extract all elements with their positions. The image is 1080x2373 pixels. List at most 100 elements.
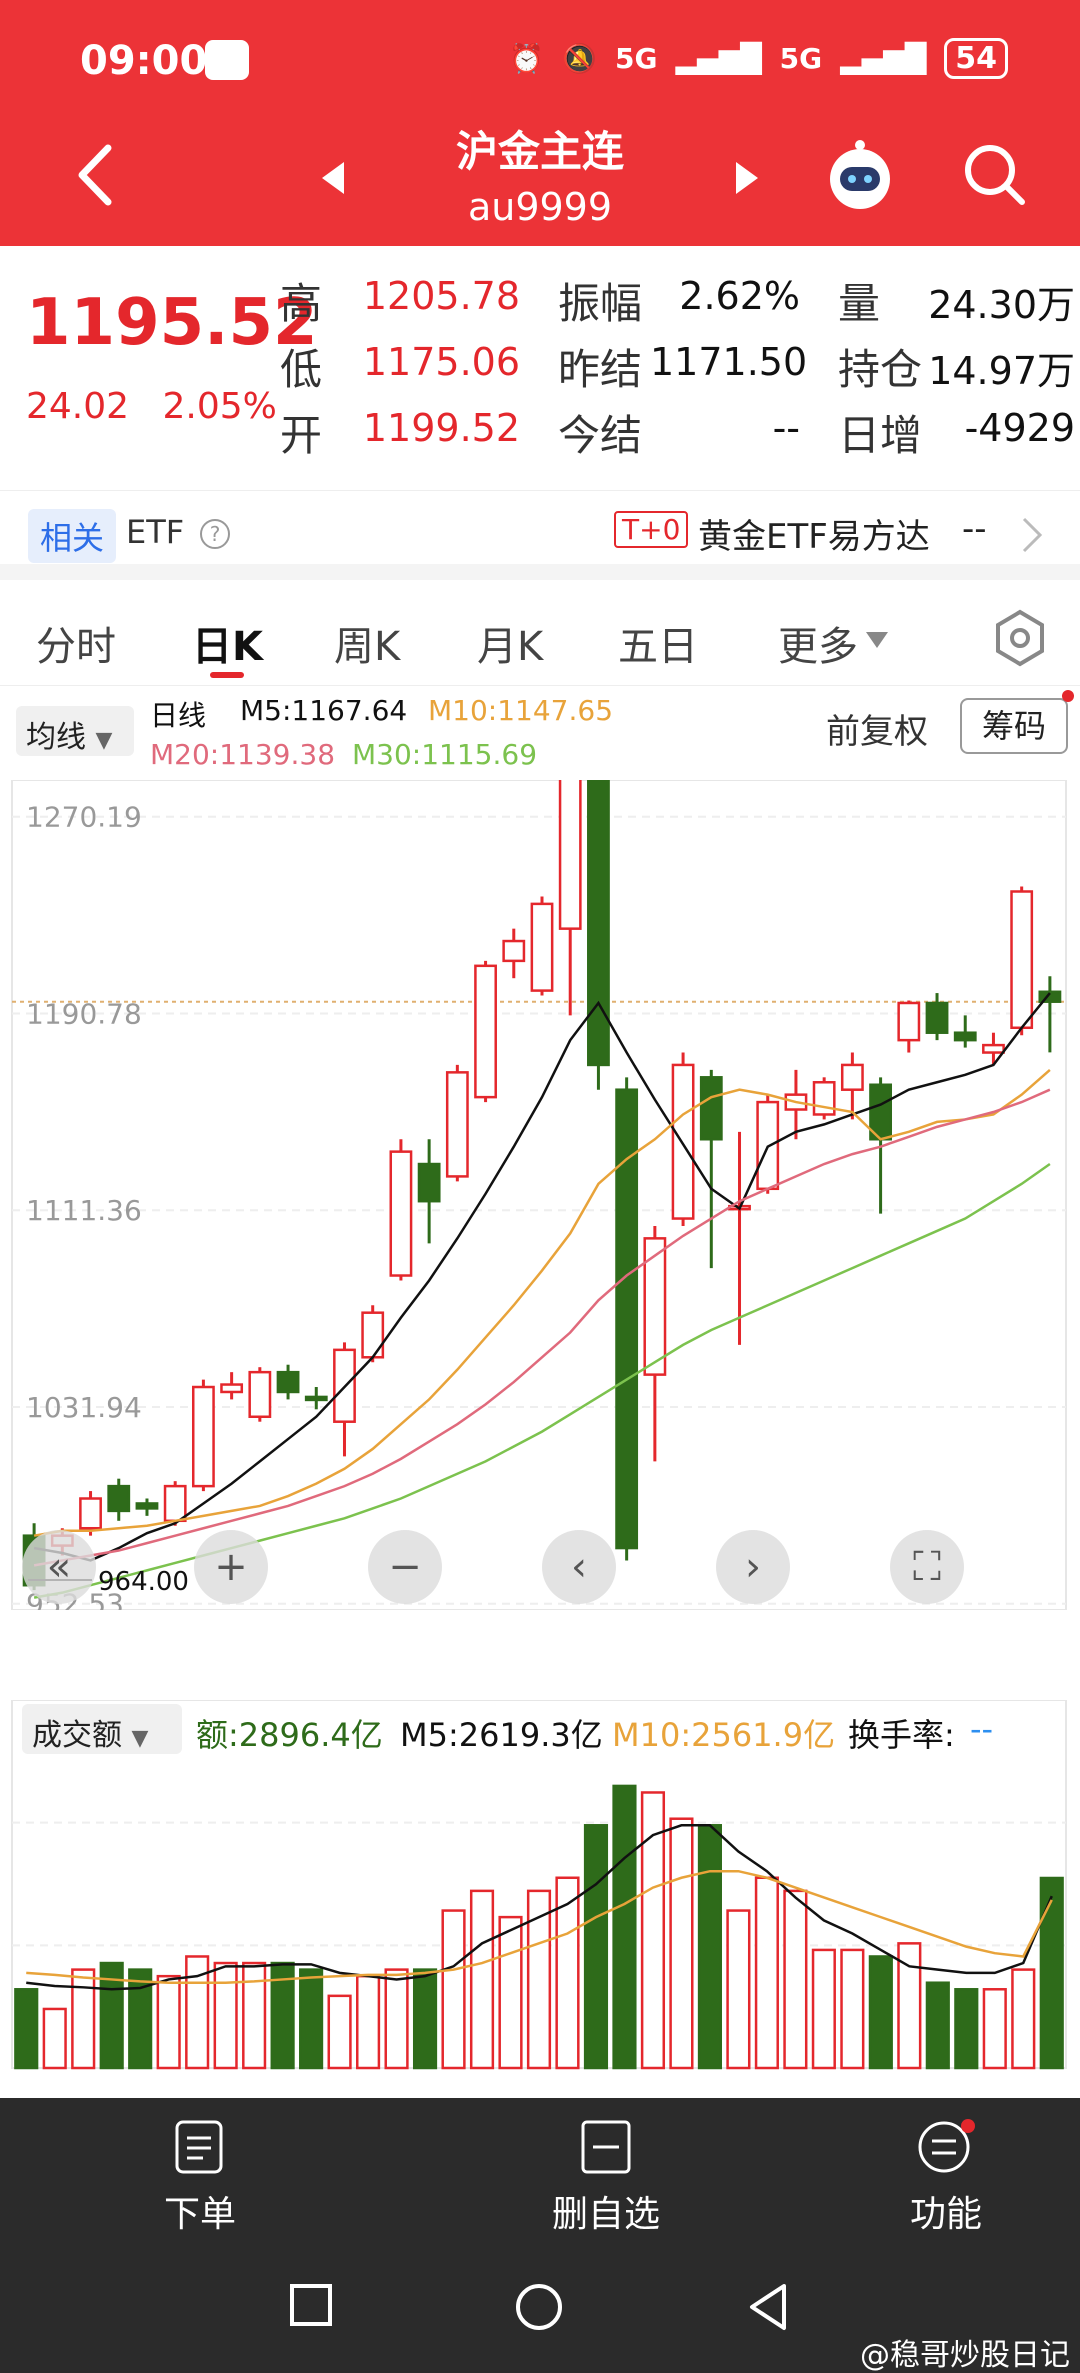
scroll-left-button[interactable]: ‹: [542, 1530, 616, 1604]
turnover-label: 换手率:: [848, 1716, 955, 1754]
tab-intraday[interactable]: 分时: [36, 624, 116, 670]
candle-body: [587, 780, 610, 1067]
candle-body: [79, 1497, 102, 1530]
candle-body: [1038, 990, 1062, 1003]
signal-icon: ▂▄▆█: [675, 42, 762, 75]
turnover-value: --: [970, 1710, 994, 1748]
candle-body: [107, 1484, 131, 1513]
robot-assistant-icon[interactable]: [820, 135, 900, 215]
open-interest-value: 14.97万: [928, 349, 1075, 393]
signal-1: 5G: [615, 42, 658, 75]
tab-five-day[interactable]: 五日: [618, 624, 698, 670]
y-tick-label: 1031.94: [26, 1391, 142, 1424]
ma5-value: M5:1167.64: [240, 694, 408, 727]
remove-favorite-button[interactable]: 删自选: [546, 2118, 666, 2237]
volume-bar: [897, 1942, 922, 2070]
high-value: 1205.78: [362, 274, 520, 318]
tab-daily-k[interactable]: 日K: [192, 624, 263, 670]
tab-more[interactable]: 更多: [778, 624, 858, 670]
status-time: 09:00: [80, 38, 208, 84]
tab-monthly-k[interactable]: 月K: [477, 624, 544, 670]
volume-value: 24.30万: [928, 283, 1075, 327]
status-icons: ⏰ 🔕 5G ▂▄▆█ 5G ▂▄▆█ 54: [509, 38, 1008, 79]
chart-frame: [11, 780, 1067, 1610]
open-value: 1199.52: [362, 406, 520, 450]
candle-body: [361, 1311, 385, 1359]
quote-panel: 1195.52 24.02 2.05% 高 1205.78 低 1175.06 …: [0, 246, 1080, 486]
candle-body: [1010, 890, 1034, 1030]
order-button[interactable]: 下单: [160, 2118, 240, 2237]
volume-bar: [526, 1889, 552, 2070]
candle-body: [953, 1031, 977, 1042]
volume-bar: [213, 1961, 238, 2070]
next-contract-icon[interactable]: [732, 160, 762, 196]
change-value: 24.02: [26, 386, 130, 427]
search-icon[interactable]: [960, 140, 1030, 210]
functions-button[interactable]: 功能: [896, 2118, 996, 2237]
battery-icon: 54: [944, 38, 1008, 79]
volume-bar: [1011, 1968, 1036, 2070]
candle-body: [304, 1395, 328, 1402]
scroll-right-button[interactable]: ›: [716, 1530, 790, 1604]
candle-body: [982, 1043, 1005, 1054]
fullscreen-button[interactable]: ⛶: [890, 1530, 964, 1604]
candle-body: [897, 1001, 921, 1042]
help-icon[interactable]: ?: [198, 517, 232, 551]
candle-body: [925, 1001, 949, 1034]
amplitude-value: 2.62%: [679, 274, 800, 318]
volume-bar: [697, 1824, 722, 2070]
caret-down-icon: ▼: [95, 728, 113, 753]
functions-label: 功能: [909, 2194, 982, 2235]
app-notification-icon: [205, 40, 249, 80]
volume-bar: [1039, 1876, 1064, 2070]
candlestick-chart[interactable]: 1270.191190.781111.361031.94952.531258.7…: [0, 780, 1080, 1610]
zoom-in-button[interactable]: +: [194, 1530, 268, 1604]
scroll-left-fast-button[interactable]: «: [22, 1530, 96, 1604]
related-etf-row[interactable]: 相关 ETF ? T+0 黄金ETF易方达 --: [0, 490, 1080, 580]
signal-2: 5G: [779, 42, 823, 75]
volume-bar: [270, 1961, 295, 2070]
volume-ma-m5: [26, 1824, 1053, 1991]
order-icon: [175, 2120, 223, 2174]
open-interest-label: 持仓: [838, 345, 923, 394]
ma10-value: M10:1147.65: [428, 694, 614, 727]
home-icon[interactable]: [514, 2282, 564, 2332]
adjust-mode[interactable]: 前复权: [826, 712, 928, 752]
settings-hex-icon[interactable]: [990, 608, 1050, 668]
etf-value: --: [962, 509, 987, 549]
candle-body: [812, 1081, 836, 1116]
volume-selector[interactable]: 成交额 ▼: [22, 1704, 182, 1754]
volume-bar: [783, 1889, 808, 2070]
zoom-out-button[interactable]: −: [368, 1530, 442, 1604]
volume-bar: [441, 1909, 466, 2070]
indicator-selector-label: 均线: [26, 720, 86, 755]
candle-body: [474, 964, 497, 1099]
functions-icon: [918, 2119, 975, 2173]
daily-change-label: 日增: [838, 411, 923, 460]
volume-bar: [185, 1955, 210, 2070]
candle-body: [248, 1370, 272, 1418]
back-icon[interactable]: [70, 140, 120, 210]
volume-bar: [242, 1961, 267, 2070]
tab-weekly-k[interactable]: 周K: [334, 624, 401, 670]
low-value: 1175.06: [362, 340, 520, 384]
volume-bar: [356, 1974, 381, 2070]
volume-bar: [640, 1791, 666, 2070]
volume-chart[interactable]: [0, 1700, 1080, 2080]
amplitude-label: 振幅: [558, 279, 643, 328]
candle-body: [417, 1162, 441, 1203]
volume-bar: [669, 1817, 694, 2070]
amount-value: 额:2896.4亿: [196, 1716, 383, 1754]
back-nav-icon[interactable]: [746, 2282, 790, 2332]
volume-bar: [954, 1988, 979, 2070]
volume-bar: [555, 1876, 580, 2070]
chips-button[interactable]: 筹码: [960, 698, 1068, 754]
change-percent: 2.05%: [162, 386, 277, 427]
last-price: 1195.52: [26, 286, 318, 360]
bottom-bar: 下单 删自选 功能: [0, 2098, 1080, 2373]
candle-body: [558, 780, 582, 930]
prev-contract-icon[interactable]: [318, 160, 348, 196]
indicator-selector[interactable]: 均线 ▼: [16, 706, 134, 756]
recent-apps-icon[interactable]: [288, 2282, 334, 2328]
volume-bar: [612, 1784, 637, 2070]
